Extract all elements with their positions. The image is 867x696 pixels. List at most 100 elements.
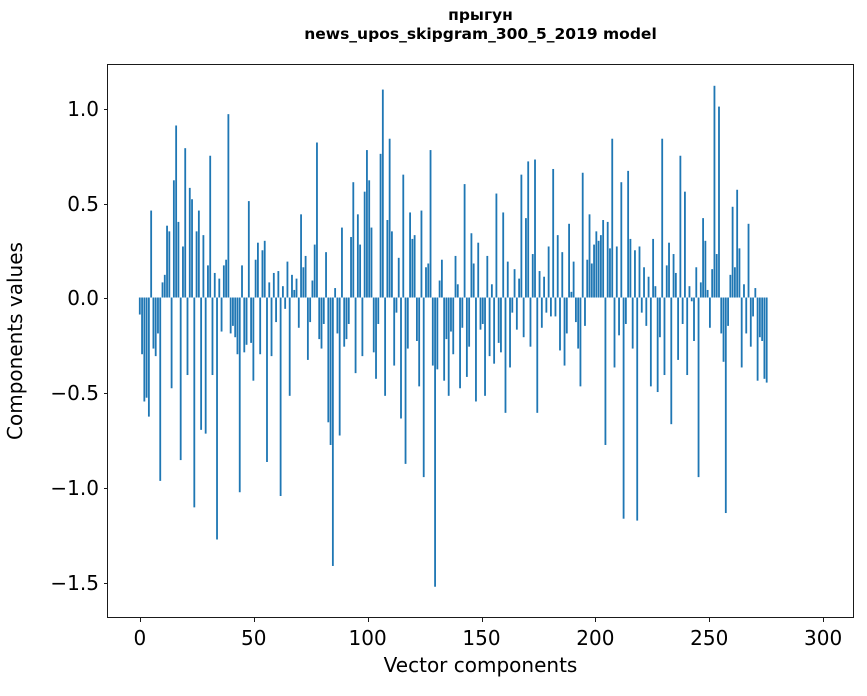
bar xyxy=(388,138,391,298)
bar xyxy=(381,89,384,298)
bar xyxy=(286,261,289,298)
bar xyxy=(363,191,366,298)
bar xyxy=(579,297,582,387)
bar xyxy=(506,261,509,298)
bar xyxy=(515,297,518,330)
bar xyxy=(200,297,203,430)
bar xyxy=(765,297,768,383)
plot-area xyxy=(108,65,853,617)
bar xyxy=(227,114,230,298)
bar xyxy=(702,218,705,298)
bar xyxy=(733,267,736,298)
x-tick-mark xyxy=(823,617,825,622)
bar xyxy=(263,240,266,298)
bar xyxy=(604,297,607,445)
bar xyxy=(429,150,432,298)
bar xyxy=(329,297,332,445)
bar xyxy=(502,212,505,298)
bar xyxy=(613,297,616,368)
bar xyxy=(322,297,325,324)
bar xyxy=(713,85,716,298)
y-tick-mark xyxy=(103,108,108,110)
bar xyxy=(345,297,348,340)
bar xyxy=(375,297,377,379)
bar xyxy=(572,261,575,298)
bar xyxy=(234,297,237,338)
bar xyxy=(665,265,668,298)
bar xyxy=(343,297,346,347)
bar xyxy=(504,297,507,413)
bar xyxy=(179,297,182,461)
bar xyxy=(525,218,527,298)
bar xyxy=(195,231,198,298)
bar xyxy=(238,297,241,493)
bar xyxy=(316,142,318,298)
y-tick-label: 1.0 xyxy=(67,96,99,121)
bar xyxy=(418,297,421,387)
bar xyxy=(320,297,323,349)
bar xyxy=(341,227,343,298)
bar xyxy=(749,297,752,347)
bar xyxy=(356,214,359,298)
bar xyxy=(309,297,312,323)
bar xyxy=(211,297,214,376)
bar xyxy=(468,297,471,347)
bar xyxy=(152,297,155,349)
bar xyxy=(461,297,464,328)
x-tick-label: 0 xyxy=(133,626,147,650)
bar xyxy=(413,235,416,298)
bar xyxy=(145,297,148,398)
bar xyxy=(763,297,766,379)
bar xyxy=(159,297,162,481)
bar xyxy=(500,297,502,353)
bar xyxy=(331,297,334,566)
bar xyxy=(761,297,764,341)
bar xyxy=(484,297,486,396)
bar xyxy=(758,297,761,338)
bar xyxy=(459,297,461,389)
bar xyxy=(597,240,600,298)
bar xyxy=(168,231,171,298)
bar xyxy=(475,297,477,402)
bar xyxy=(420,210,423,298)
y-tick-label: −1.5 xyxy=(50,570,99,595)
bar xyxy=(277,271,280,298)
bar xyxy=(415,297,418,341)
bar xyxy=(143,297,146,402)
bar xyxy=(593,244,595,298)
bar xyxy=(497,297,500,343)
bar xyxy=(300,214,302,298)
bar xyxy=(529,297,532,347)
bar xyxy=(740,297,743,368)
bar xyxy=(627,170,630,298)
bar xyxy=(661,138,664,298)
bar xyxy=(141,297,143,355)
bar xyxy=(561,252,564,298)
x-tick-mark xyxy=(139,617,141,622)
bar xyxy=(443,297,446,381)
y-tick-label: −0.5 xyxy=(50,381,99,406)
bar xyxy=(552,168,555,298)
bar xyxy=(318,297,321,340)
x-tick-label: 200 xyxy=(576,626,615,650)
bar xyxy=(520,174,523,298)
bar xyxy=(731,206,734,298)
bar xyxy=(754,288,757,298)
y-tick-label: 0.0 xyxy=(67,286,99,311)
bar xyxy=(465,297,468,377)
bar xyxy=(336,297,339,334)
x-tick-label: 150 xyxy=(462,626,501,650)
bar xyxy=(216,297,218,540)
bar xyxy=(559,297,561,351)
bar xyxy=(275,297,277,323)
bar xyxy=(577,297,580,349)
x-tick-mark xyxy=(253,617,255,622)
bar xyxy=(182,246,184,298)
bar xyxy=(659,297,661,338)
bar xyxy=(543,276,546,298)
bar xyxy=(674,272,677,298)
bar xyxy=(511,297,514,313)
bar xyxy=(370,227,373,298)
x-tick-mark xyxy=(481,617,483,622)
bar xyxy=(684,191,686,298)
